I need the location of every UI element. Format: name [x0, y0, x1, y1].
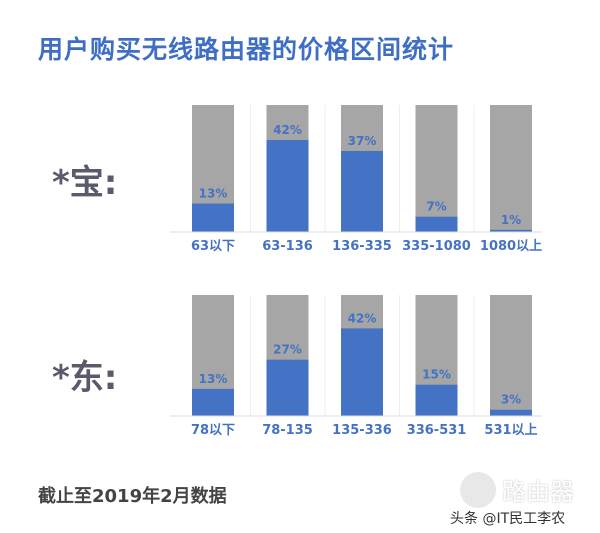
data-label: 13% [199, 372, 228, 386]
watermark: 路由器 头条 @IT民工李农 [450, 470, 595, 530]
chart-title: 用户购买无线路由器的价格区间统计 [38, 35, 455, 64]
bar [490, 229, 532, 232]
data-label: 1% [501, 213, 521, 227]
bar [415, 216, 458, 232]
bar-background [415, 105, 458, 232]
data-label: 3% [501, 393, 521, 407]
bar [266, 140, 309, 232]
chart-label-bao: *宝: [52, 163, 118, 203]
data-label: 27% [273, 343, 302, 357]
category-label: 135-336 [332, 423, 392, 438]
bar [266, 359, 309, 416]
category-label: 531以上 [484, 423, 537, 438]
bar [192, 388, 234, 416]
bar [341, 150, 383, 232]
data-label: 42% [273, 123, 302, 137]
bar-background [490, 295, 532, 416]
data-label: 42% [348, 311, 377, 325]
chart-dong: 13% 78以下 27% 78-135 42% 135-336 15% 336-531 3% 53… [170, 295, 542, 438]
category-label: 335-1080 [402, 239, 471, 254]
data-label: 37% [348, 134, 377, 148]
category-label: 63-136 [262, 239, 313, 254]
category-label: 336-531 [407, 423, 467, 438]
bar [192, 203, 234, 232]
category-label: 78-135 [262, 423, 313, 438]
category-label: 63以下 [191, 239, 235, 254]
bar [490, 409, 532, 416]
chart-label-dong: *东: [52, 358, 118, 398]
bar [415, 384, 458, 416]
footnote: 截止至2019年2月数据 [38, 486, 227, 507]
watermark-credit: 头条 @IT民工李农 [450, 511, 566, 527]
watermark-brand: 路由器 [502, 478, 574, 506]
category-label: 1080以上 [480, 239, 542, 254]
bar-background [490, 105, 532, 232]
category-label: 136-335 [332, 239, 392, 254]
category-label: 78以下 [191, 423, 235, 438]
router-logo-icon [460, 472, 496, 508]
chart-bao: 13% 63以下 42% 63-136 37% 136-335 7% 335-1080 1% 10… [170, 105, 542, 254]
data-label: 13% [199, 187, 228, 201]
data-label: 15% [422, 368, 451, 382]
data-label: 7% [426, 200, 446, 214]
bar [341, 328, 383, 416]
